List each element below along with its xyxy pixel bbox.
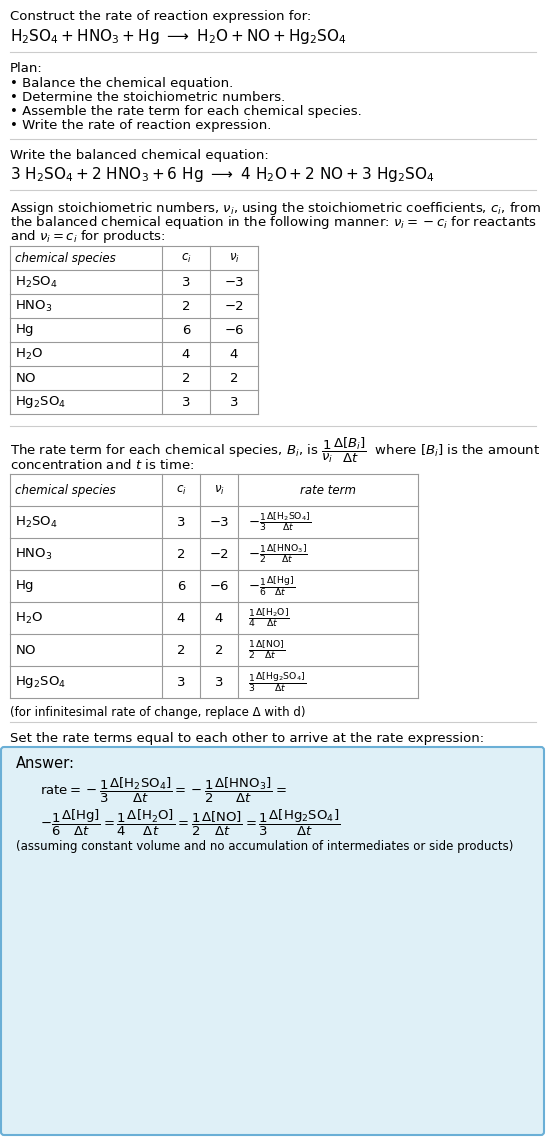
Text: −6: −6	[224, 323, 244, 337]
FancyBboxPatch shape	[1, 747, 544, 1135]
Text: 4: 4	[177, 611, 185, 625]
Text: $\mathrm{Hg}$: $\mathrm{Hg}$	[15, 578, 34, 594]
Text: 3: 3	[182, 396, 190, 409]
Text: $c_i$: $c_i$	[176, 484, 186, 496]
Text: $\mathrm{Hg_2SO_4}$: $\mathrm{Hg_2SO_4}$	[15, 394, 66, 410]
Text: • Write the rate of reaction expression.: • Write the rate of reaction expression.	[10, 119, 271, 132]
Text: and $\nu_i = c_i$ for products:: and $\nu_i = c_i$ for products:	[10, 228, 165, 245]
Text: 2: 2	[182, 371, 190, 385]
Text: $-\frac{1}{2}\frac{\Delta[\mathrm{HNO_3}]}{\Delta t}$: $-\frac{1}{2}\frac{\Delta[\mathrm{HNO_3}…	[248, 543, 308, 566]
Text: $\mathrm{NO}$: $\mathrm{NO}$	[15, 371, 37, 385]
Text: 3: 3	[177, 516, 185, 528]
Text: $\mathrm{H_2SO_4}$: $\mathrm{H_2SO_4}$	[15, 274, 58, 289]
Text: $\mathrm{HNO_3}$: $\mathrm{HNO_3}$	[15, 298, 52, 314]
Text: 2: 2	[182, 299, 190, 313]
Text: 2: 2	[177, 643, 185, 657]
Text: −2: −2	[209, 547, 229, 561]
Text: $-\frac{1}{3}\frac{\Delta[\mathrm{H_2SO_4}]}{\Delta t}$: $-\frac{1}{3}\frac{\Delta[\mathrm{H_2SO_…	[248, 511, 311, 534]
Text: Answer:: Answer:	[16, 756, 75, 772]
Text: $\nu_i$: $\nu_i$	[213, 484, 224, 496]
Text: 2: 2	[230, 371, 238, 385]
Text: • Balance the chemical equation.: • Balance the chemical equation.	[10, 77, 233, 90]
Text: $\mathrm{Hg}$: $\mathrm{Hg}$	[15, 322, 34, 338]
Text: $\frac{1}{4}\frac{\Delta[\mathrm{H_2O}]}{\Delta t}$: $\frac{1}{4}\frac{\Delta[\mathrm{H_2O}]}…	[248, 607, 290, 629]
Text: 4: 4	[230, 347, 238, 361]
Text: 2: 2	[177, 547, 185, 561]
Text: −6: −6	[209, 579, 229, 593]
Text: 3: 3	[177, 676, 185, 688]
Text: $-\frac{1}{6}\frac{\Delta[\mathrm{Hg}]}{\Delta t}$: $-\frac{1}{6}\frac{\Delta[\mathrm{Hg}]}{…	[248, 575, 295, 597]
Text: 3: 3	[230, 396, 238, 409]
Text: Assign stoichiometric numbers, $\nu_i$, using the stoichiometric coefficients, $: Assign stoichiometric numbers, $\nu_i$, …	[10, 200, 541, 217]
Text: rate term: rate term	[300, 484, 356, 496]
Text: −3: −3	[209, 516, 229, 528]
Text: Plan:: Plan:	[10, 61, 43, 75]
Text: chemical species: chemical species	[15, 251, 116, 264]
Text: $\frac{1}{2}\frac{\Delta[\mathrm{NO}]}{\Delta t}$: $\frac{1}{2}\frac{\Delta[\mathrm{NO}]}{\…	[248, 638, 286, 661]
Text: 6: 6	[177, 579, 185, 593]
Text: 6: 6	[182, 323, 190, 337]
Text: Write the balanced chemical equation:: Write the balanced chemical equation:	[10, 149, 269, 162]
Text: $\mathrm{H_2O}$: $\mathrm{H_2O}$	[15, 610, 43, 626]
Text: The rate term for each chemical species, $B_i$, is $\dfrac{1}{\nu_i}\dfrac{\Delt: The rate term for each chemical species,…	[10, 436, 540, 465]
Text: $-\dfrac{1}{6}\dfrac{\Delta[\mathrm{Hg}]}{\Delta t} = \dfrac{1}{4}\dfrac{\Delta[: $-\dfrac{1}{6}\dfrac{\Delta[\mathrm{Hg}]…	[40, 808, 340, 838]
Text: (assuming constant volume and no accumulation of intermediates or side products): (assuming constant volume and no accumul…	[16, 840, 513, 854]
Text: $\mathrm{3\ H_2SO_4 + 2\ HNO_3 + 6\ Hg\ {\longrightarrow}\ 4\ H_2O + 2\ NO + 3\ : $\mathrm{3\ H_2SO_4 + 2\ HNO_3 + 6\ Hg\ …	[10, 165, 435, 184]
Text: • Assemble the rate term for each chemical species.: • Assemble the rate term for each chemic…	[10, 105, 362, 118]
Text: −3: −3	[224, 275, 244, 289]
Text: $\mathrm{Hg_2SO_4}$: $\mathrm{Hg_2SO_4}$	[15, 674, 66, 690]
Text: Construct the rate of reaction expression for:: Construct the rate of reaction expressio…	[10, 10, 311, 23]
Text: chemical species: chemical species	[15, 484, 116, 496]
Text: −2: −2	[224, 299, 244, 313]
Text: $\mathrm{NO}$: $\mathrm{NO}$	[15, 643, 37, 657]
Text: $c_i$: $c_i$	[181, 251, 191, 264]
Text: $\mathrm{H_2SO_4 + HNO_3 + Hg\ {\longrightarrow}\ H_2O + NO + Hg_2SO_4}$: $\mathrm{H_2SO_4 + HNO_3 + Hg\ {\longrig…	[10, 27, 347, 46]
Text: 3: 3	[182, 275, 190, 289]
Text: 2: 2	[215, 643, 223, 657]
Text: $\mathrm{HNO_3}$: $\mathrm{HNO_3}$	[15, 546, 52, 561]
Text: $\mathrm{H_2SO_4}$: $\mathrm{H_2SO_4}$	[15, 514, 58, 529]
Text: concentration and $t$ is time:: concentration and $t$ is time:	[10, 457, 194, 472]
Text: 4: 4	[182, 347, 190, 361]
Text: $\mathrm{rate} = -\dfrac{1}{3}\dfrac{\Delta[\mathrm{H_2SO_4}]}{\Delta t} = -\dfr: $\mathrm{rate} = -\dfrac{1}{3}\dfrac{\De…	[40, 776, 287, 806]
Text: • Determine the stoichiometric numbers.: • Determine the stoichiometric numbers.	[10, 91, 285, 104]
Text: the balanced chemical equation in the following manner: $\nu_i = -c_i$ for react: the balanced chemical equation in the fo…	[10, 214, 537, 231]
Text: 3: 3	[215, 676, 223, 688]
Text: Set the rate terms equal to each other to arrive at the rate expression:: Set the rate terms equal to each other t…	[10, 732, 484, 745]
Text: $\frac{1}{3}\frac{\Delta[\mathrm{Hg_2SO_4}]}{\Delta t}$: $\frac{1}{3}\frac{\Delta[\mathrm{Hg_2SO_…	[248, 670, 306, 694]
Text: (for infinitesimal rate of change, replace Δ with d): (for infinitesimal rate of change, repla…	[10, 706, 306, 719]
Text: 4: 4	[215, 611, 223, 625]
Text: $\nu_i$: $\nu_i$	[229, 251, 239, 264]
Text: $\mathrm{H_2O}$: $\mathrm{H_2O}$	[15, 346, 43, 362]
